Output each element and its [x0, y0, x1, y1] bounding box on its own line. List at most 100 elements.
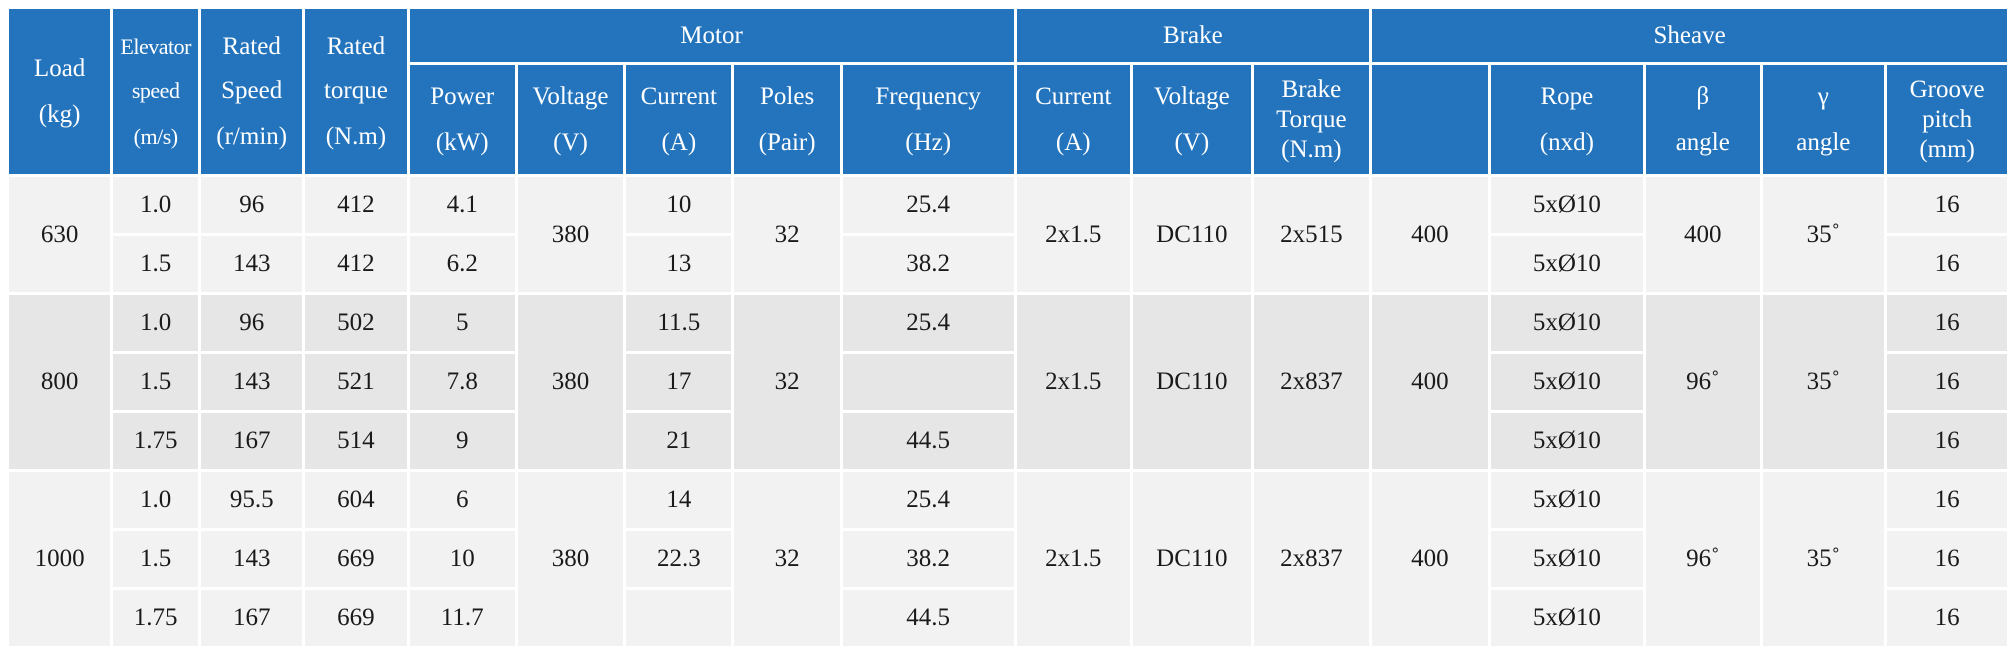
- header-gamma-angle: γ angle: [1759, 62, 1888, 177]
- cell-load: 630: [5, 174, 114, 295]
- cell-rated-speed: 96: [198, 292, 306, 354]
- table-row: 1.5 143 412 6.2 13 38.2 5xØ10 16: [8, 233, 2010, 295]
- cell-frequency: 38.2: [839, 233, 1017, 295]
- header-rated-torque: Rated torque (N.m): [302, 6, 410, 177]
- cell-rope: 5xØ10: [1487, 233, 1647, 295]
- cell-groove: 16: [1884, 174, 2010, 236]
- table-row: 630 1.0 96 412 4.1 380 10 32 25.4 2x1.5 …: [5, 174, 2010, 295]
- table-row: 800 1.0 96 502 5 380 11.5 32 25.4 2x1.5 …: [5, 292, 2010, 472]
- cell-speed: 1.5: [110, 528, 202, 590]
- cell-current: 11.5: [623, 292, 735, 354]
- cell-beta: 96˚: [1643, 292, 1763, 472]
- cell-frequency: 44.5: [839, 587, 1017, 649]
- header-motor-frequency: Frequency (Hz): [839, 62, 1017, 177]
- cell-groove: 16: [1884, 233, 2010, 295]
- cell-rope: 5xØ10: [1487, 174, 1647, 236]
- cell-frequency: 25.4: [839, 469, 1017, 531]
- cell-rope: 5xØ10: [1487, 587, 1647, 649]
- cell-voltage: 380: [514, 469, 627, 649]
- table-body: 630 1.0 96 412 4.1 380 10 32 25.4 2x1.5 …: [5, 174, 2010, 649]
- cell-rated-speed: 143: [198, 528, 306, 590]
- cell-rated-speed: 143: [198, 233, 306, 295]
- cell-torque: 412: [302, 174, 410, 236]
- cell-rated-speed: 167: [198, 587, 306, 649]
- cell-power: 7.8: [406, 351, 518, 413]
- cell-torque: 669: [302, 587, 410, 649]
- table-header: Load (kg) Elevator speed (m/s) Rated Speed (r…: [5, 6, 2010, 177]
- header-motor-current: Current (A): [623, 62, 735, 177]
- cell-power: 9: [406, 410, 518, 472]
- cell-power: 6: [406, 469, 518, 531]
- cell-power: 5: [406, 292, 518, 354]
- cell-rope: 5xØ10: [1487, 410, 1647, 472]
- cell-sheave: 400: [1369, 174, 1491, 295]
- cell-power: 6.2: [406, 233, 518, 295]
- header-elevator-speed: Elevator speed (m/s): [110, 6, 202, 177]
- cell-rope: 5xØ10: [1487, 469, 1647, 531]
- header-motor-poles: Poles (Pair): [731, 62, 843, 177]
- header-groove-pitch: Groove pitch (mm): [1884, 62, 2010, 177]
- cell-sheave: 400: [1369, 469, 1491, 649]
- table-row: 1.75 167 514 9 21 44.5 5xØ10 16: [8, 410, 2010, 472]
- cell-frequency: 38.2: [839, 528, 1017, 590]
- cell-poles: 32: [731, 469, 843, 649]
- header-brake-current: Current (A): [1013, 62, 1134, 177]
- cell-brake-current: 2x1.5: [1013, 174, 1134, 295]
- cell-speed: 1.5: [110, 351, 202, 413]
- cell-rope: 5xØ10: [1487, 351, 1647, 413]
- header-rope: Rope (nxd): [1487, 62, 1647, 177]
- cell-rated-speed: 96: [198, 174, 306, 236]
- cell-voltage: 380: [514, 292, 627, 472]
- cell-current: 21: [623, 410, 735, 472]
- table-row: 1.5 143 669 10 22.3 38.2 5xØ10 16: [8, 528, 2010, 590]
- header-sheave: Sheave: [1369, 6, 2010, 65]
- cell-beta: 400: [1643, 174, 1763, 295]
- cell-beta: 96˚: [1643, 469, 1763, 649]
- cell-brake-voltage: DC110: [1130, 469, 1254, 649]
- cell-brake-torque: 2x837: [1250, 469, 1373, 649]
- cell-poles: 32: [731, 292, 843, 472]
- cell-current: 22.3: [623, 528, 735, 590]
- header-rated-speed: Rated Speed (r/min): [198, 6, 306, 177]
- cell-brake-current: 2x1.5: [1013, 292, 1134, 472]
- cell-rope: 5xØ10: [1487, 528, 1647, 590]
- cell-torque: 502: [302, 292, 410, 354]
- cell-frequency: [839, 351, 1017, 413]
- header-beta-angle: β angle: [1643, 62, 1763, 177]
- cell-speed: 1.0: [110, 174, 202, 236]
- cell-speed: 1.0: [110, 292, 202, 354]
- cell-brake-voltage: DC110: [1130, 174, 1254, 295]
- cell-brake-torque: 2x837: [1250, 292, 1373, 472]
- cell-torque: 669: [302, 528, 410, 590]
- cell-current: 10: [623, 174, 735, 236]
- cell-brake-current: 2x1.5: [1013, 469, 1134, 649]
- cell-brake-torque: 2x515: [1250, 174, 1373, 295]
- cell-sheave: 400: [1369, 292, 1491, 472]
- cell-groove: 16: [1884, 351, 2010, 413]
- header-brake: Brake: [1013, 6, 1373, 65]
- cell-poles: 32: [731, 174, 843, 295]
- header-motor: Motor: [406, 6, 1017, 65]
- cell-torque: 412: [302, 233, 410, 295]
- cell-rope: 5xØ10: [1487, 292, 1647, 354]
- header-sheave-blank: [1369, 62, 1491, 177]
- cell-power: 10: [406, 528, 518, 590]
- cell-torque: 514: [302, 410, 410, 472]
- cell-gamma: 35˚: [1759, 174, 1888, 295]
- table-row: 1000 1.0 95.5 604 6 380 14 32 25.4 2x1.5…: [5, 469, 2010, 649]
- header-load: Load (kg): [5, 6, 114, 177]
- header-brake-voltage: Voltage (V): [1130, 62, 1254, 177]
- cell-groove: 16: [1884, 469, 2010, 531]
- cell-frequency: 25.4: [839, 292, 1017, 354]
- cell-current: 17: [623, 351, 735, 413]
- cell-gamma: 35˚: [1759, 469, 1888, 649]
- cell-speed: 1.75: [110, 587, 202, 649]
- cell-rated-speed: 95.5: [198, 469, 306, 531]
- spec-table: Load (kg) Elevator speed (m/s) Rated Speed (r…: [5, 6, 2010, 649]
- header-brake-torque: Brake Torque (N.m): [1250, 62, 1373, 177]
- cell-frequency: 44.5: [839, 410, 1017, 472]
- cell-voltage: 380: [514, 174, 627, 295]
- header-motor-voltage: Voltage (V): [514, 62, 627, 177]
- cell-current: 13: [623, 233, 735, 295]
- cell-brake-voltage: DC110: [1130, 292, 1254, 472]
